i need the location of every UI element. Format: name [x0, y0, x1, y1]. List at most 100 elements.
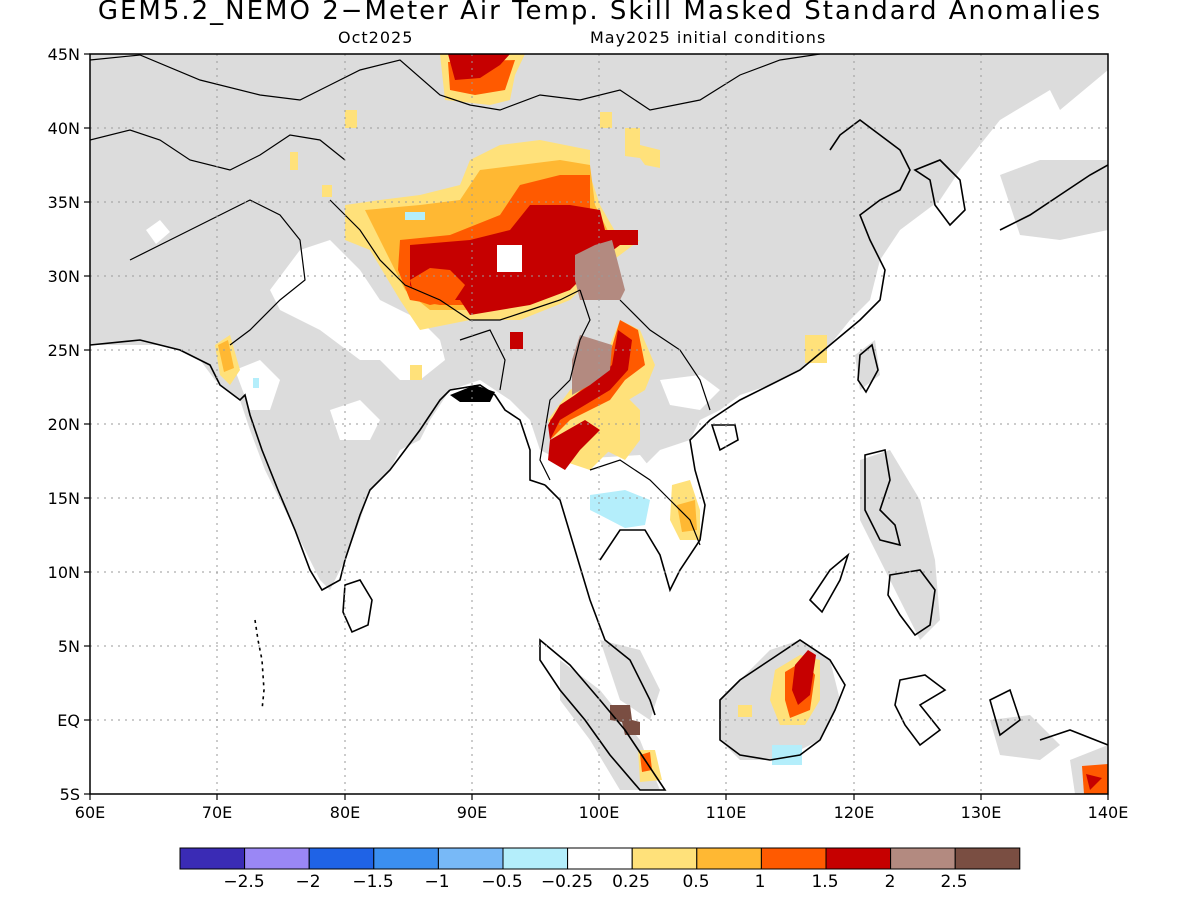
colorbar-swatch — [244, 847, 310, 870]
coast-srilanka — [342, 579, 373, 634]
anomaly-myanmar-lower-red — [548, 420, 600, 470]
border-bangladesh — [459, 329, 506, 391]
anomaly-bhutan-red — [510, 332, 523, 349]
colorbar-label: 1.5 — [811, 872, 839, 892]
white-kashmir — [146, 220, 170, 244]
anomaly-thailand-blue — [590, 490, 650, 528]
lat-label-35n: 35N — [47, 193, 80, 212]
anomaly-laos-yellow — [600, 395, 640, 460]
anomaly-cell-6 — [322, 185, 332, 197]
colorbar-swatch — [373, 847, 439, 870]
anomaly-tibet-orange-blob — [410, 268, 465, 305]
lon-label-130e: 130E — [960, 803, 1002, 822]
colorbar-label: −0.25 — [540, 872, 594, 892]
anomaly-cell-4 — [410, 365, 422, 380]
colorbar-swatch — [179, 847, 246, 870]
mask-sulawesi — [990, 715, 1060, 760]
colorbar-swatch — [308, 847, 375, 870]
border-myanmar — [539, 289, 591, 481]
colorbar-label: −1 — [424, 872, 450, 892]
border-central-asia — [90, 129, 346, 171]
border-north — [90, 54, 821, 111]
colorbar-swatch — [502, 847, 569, 870]
lon-label-140e: 140E — [1087, 803, 1129, 822]
coast-japan — [999, 164, 1108, 231]
coast-india-arabia — [90, 339, 451, 592]
gridlines — [90, 54, 1108, 794]
anomaly-sumatra-brown — [610, 705, 640, 735]
anomaly-cell-9 — [253, 378, 259, 388]
coast-bay-of-bengal — [449, 384, 546, 486]
white-indo-gangetic — [270, 240, 445, 380]
coast-maldives — [254, 619, 265, 711]
anomaly-cell-8 — [405, 212, 425, 220]
anomaly-borneo-west-yellow — [738, 705, 752, 717]
lat-label-eq: EQ — [57, 711, 80, 730]
target-month: Oct2025 — [338, 28, 414, 47]
anomaly-tibet-red — [410, 205, 638, 315]
colorbar-label: −2.5 — [223, 872, 265, 892]
lon-label-120e: 120E — [833, 803, 875, 822]
mask-sumatra — [560, 660, 660, 790]
coast-taiwan — [857, 343, 879, 394]
lat-label-40n: 40N — [47, 119, 80, 138]
white-china-south — [660, 375, 720, 410]
colorbar-swatch — [825, 847, 892, 870]
coast-korea — [913, 159, 966, 227]
lat-label-45n: 45N — [47, 45, 80, 64]
country-borders — [90, 54, 821, 546]
border-himalaya — [329, 199, 581, 321]
colorbar-label: −2 — [295, 872, 321, 892]
coast-sulawesi — [894, 674, 947, 747]
colorbar-swatch — [567, 847, 633, 870]
anomaly-cell-3 — [625, 128, 660, 168]
coast-borneo — [719, 639, 846, 761]
coastlines — [90, 119, 1108, 791]
lon-label-70e: 70E — [201, 803, 233, 822]
lat-label-25n: 25N — [47, 341, 80, 360]
anomaly-newguinea-red — [1086, 774, 1102, 790]
axis-ticks — [84, 53, 1109, 800]
colorbar-label: −1.5 — [352, 872, 394, 892]
colorbar-label: 0.25 — [612, 872, 650, 892]
colorbar-label: 2 — [884, 872, 896, 892]
bangladesh-delta — [450, 385, 495, 402]
colorbar-label: 0.5 — [682, 872, 710, 892]
chart-title: GEM5.2_NEMO 2−Meter Air Temp. Skill Mask… — [97, 0, 1103, 26]
mask-japan — [1000, 160, 1108, 240]
mask-malaya — [600, 640, 660, 720]
lat-label-20n: 20N — [47, 415, 80, 434]
anomaly-tibet-white-cell — [497, 245, 522, 272]
lon-label-90e: 90E — [456, 803, 488, 822]
coast-palawan — [808, 552, 850, 614]
lat-label-5s: 5S — [59, 785, 80, 804]
colorbar-swatch — [696, 847, 762, 870]
lon-label-110e: 110E — [705, 803, 747, 822]
coast-gulf-thailand — [599, 119, 911, 593]
coast-sumatra — [539, 638, 667, 791]
coast-hainan — [710, 424, 739, 452]
coast-mindanao — [887, 569, 936, 637]
border-pakistan — [129, 199, 306, 346]
anomaly-cell-2 — [600, 112, 612, 128]
coast-malay — [544, 484, 656, 716]
anomaly-tibet-brown — [575, 240, 625, 300]
coast-halmahera — [989, 688, 1021, 737]
border-thailand — [589, 459, 701, 546]
lat-label-15n: 15N — [47, 489, 80, 508]
anomaly-cell-1 — [345, 110, 357, 128]
lon-label-60e: 60E — [74, 803, 106, 822]
anomaly-cell-7 — [290, 152, 298, 170]
white-deccan — [330, 400, 380, 440]
colorbar-swatch — [954, 847, 1021, 870]
colorbar-swatch — [760, 847, 827, 870]
coast-luzon — [864, 449, 902, 547]
anomaly-mongolia-red — [448, 54, 510, 80]
initial-conditions: May2025 initial conditions — [590, 28, 827, 47]
lat-label-10n: 10N — [47, 563, 80, 582]
colorbar-swatch — [631, 847, 698, 870]
lon-label-80e: 80E — [329, 803, 361, 822]
colorbar — [179, 847, 1021, 870]
lon-label-100e: 100E — [578, 803, 620, 822]
